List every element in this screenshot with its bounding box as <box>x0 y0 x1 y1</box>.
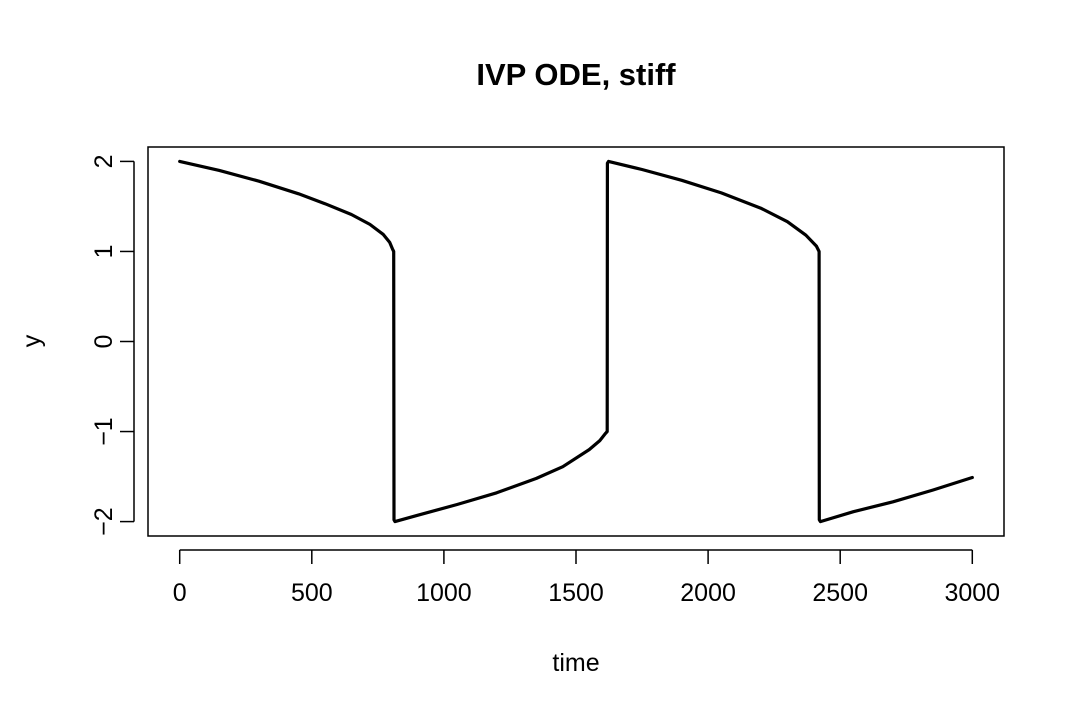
x-tick-label: 2000 <box>680 579 736 607</box>
series-layer <box>178 159 974 524</box>
series-line <box>178 159 974 524</box>
x-tick-label: 0 <box>173 579 187 607</box>
y-tick-label: 2 <box>90 154 118 168</box>
y-tick-label: −2 <box>90 507 118 536</box>
plot-area-border <box>147 146 1005 537</box>
chart-title: IVP ODE, stiff <box>476 57 676 92</box>
y-axis-label: y <box>18 334 46 347</box>
y-tick-label: −1 <box>90 417 118 446</box>
y-tick-label: 0 <box>90 335 118 349</box>
y-tick-label: 1 <box>90 245 118 259</box>
x-tick-label: 1000 <box>416 579 472 607</box>
x-axis-label: time <box>552 649 599 677</box>
x-axis: 0 500 1000 1500 2000 2500 3000 <box>173 549 1000 607</box>
x-tick-label: 3000 <box>944 579 1000 607</box>
x-tick-label: 2500 <box>812 579 868 607</box>
x-tick-label: 1500 <box>548 579 604 607</box>
x-tick-label: 500 <box>291 579 333 607</box>
y-axis: −2 −1 0 1 2 <box>90 154 135 536</box>
